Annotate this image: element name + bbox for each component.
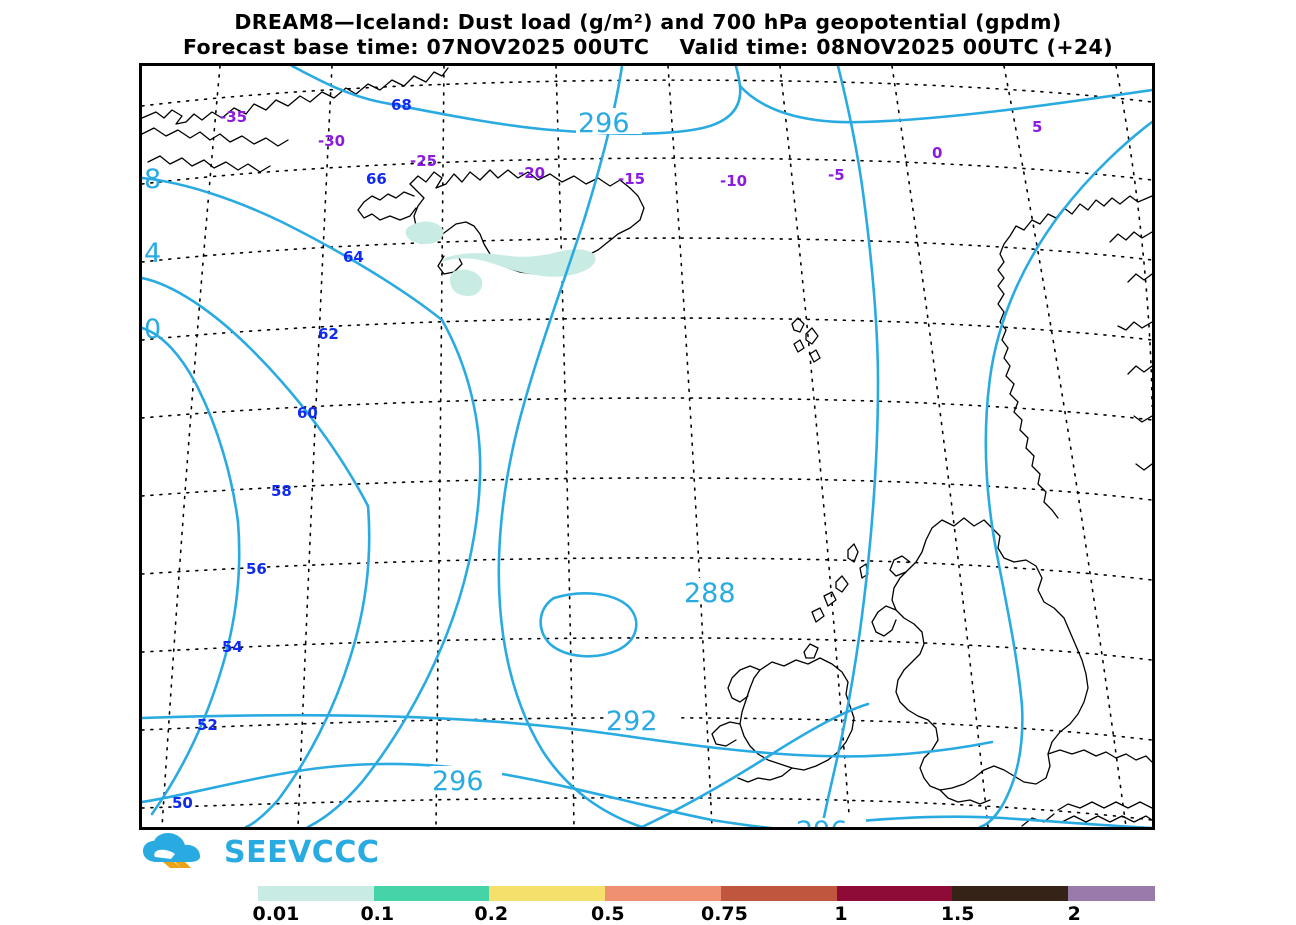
coastline-faroe-islands [791,317,821,363]
contour-label-288: 288 [684,578,736,609]
geopotential-contours [142,66,1152,827]
colorbar-tick-0.75: 0.75 [700,903,748,925]
lon-label--15: -15 [618,170,645,188]
seevccc-logo[interactable]: SEEVCCC [141,832,381,876]
lat-label-50: 50 [172,794,193,812]
latitude-gridlines [142,79,1152,821]
contour-label-292: 292 [606,706,658,737]
lat-label-58: 58 [271,482,292,500]
colorbar-strip [258,886,1155,901]
colorbar-tick-0.5: 0.5 [590,903,625,925]
coastline-scottish-isles [811,543,869,623]
title-line-1: DREAM8—Iceland: Dust load (g/m²) and 700… [234,10,1062,34]
contour-label-288-clipped: 8 [144,164,161,195]
colorbar-segment-0 [258,886,374,901]
colorbar-segment-3 [605,886,721,901]
map-canvas: 68 66 64 62 60 58 56 54 52 50 -35 -30 -2… [142,66,1152,827]
lon-label--10: -10 [720,172,747,190]
colorbar-segment-8 [1112,886,1155,901]
coastline-iceland [357,169,645,275]
coastline-norway [997,195,1152,519]
colorbar-tick-labels: 0.01 0.1 0.2 0.5 0.75 1 1.5 2 [252,901,1155,925]
lat-label-66: 66 [366,170,387,188]
contour-label-296-north: 296 [578,108,630,139]
lon-label--30: -30 [318,132,345,150]
colorbar-tick-0.1: 0.1 [360,903,395,925]
lon-label--20: -20 [518,164,545,182]
colorbar-tick-1.5: 1.5 [940,903,975,925]
contour-label-group: 296 288 292 296 296 8 4 0 [144,108,866,827]
lat-label-54: 54 [222,638,243,656]
latitude-label-group: 68 66 64 62 60 58 56 54 52 50 [172,96,412,812]
colorbar-tick-0.2: 0.2 [474,903,509,925]
logo-text: SEEVCCC [224,835,380,870]
coastline-greenland [142,67,449,173]
dust-load-patch [405,221,596,296]
contour-label-280-clipped: 0 [144,314,161,345]
chart-title-block: DREAM8—Iceland: Dust load (g/m²) and 700… [0,10,1296,60]
lat-label-62: 62 [318,325,339,343]
lon-label--35: -35 [220,108,247,126]
coastline-ireland [711,643,855,783]
lon-label--5: -5 [828,166,845,184]
lat-label-60: 60 [297,404,318,422]
dust-load-colorbar[interactable]: 0.01 0.1 0.2 0.5 0.75 1 1.5 2 [252,886,1155,925]
lat-label-56: 56 [246,560,267,578]
lat-label-68: 68 [391,96,412,114]
contour-label-296-southeast: 296 [796,816,848,827]
colorbar-segment-4 [720,886,837,901]
colorbar-tick-2: 2 [1067,903,1081,925]
colorbar-segment-2 [489,886,606,901]
colorbar-segment-5 [836,886,953,901]
colorbar-segment-6 [952,886,1068,901]
cloud-icon [143,833,201,868]
colorbar-tick-1: 1 [834,903,848,925]
map-panel[interactable]: 68 66 64 62 60 58 56 54 52 50 -35 -30 -2… [139,63,1155,830]
colorbar-segment-7 [1067,886,1113,901]
title-line-2: Forecast base time: 07NOV2025 00UTC Vali… [182,35,1113,59]
lat-label-52: 52 [197,716,218,734]
lat-label-64: 64 [343,248,364,266]
lon-label-0: 0 [932,144,942,162]
lon-label-5: 5 [1032,118,1042,136]
colorbar-tick-0.01: 0.01 [252,903,300,925]
contour-label-296-south: 296 [432,766,484,797]
longitude-gridlines [161,66,1152,827]
colorbar-segment-1 [373,886,490,901]
longitude-label-group: -35 -30 -25 -20 -15 -10 -5 0 5 [220,108,1042,190]
coastline-great-britain [871,517,1152,805]
lon-label--25: -25 [410,152,437,170]
contour-label-284-clipped: 4 [144,238,161,269]
